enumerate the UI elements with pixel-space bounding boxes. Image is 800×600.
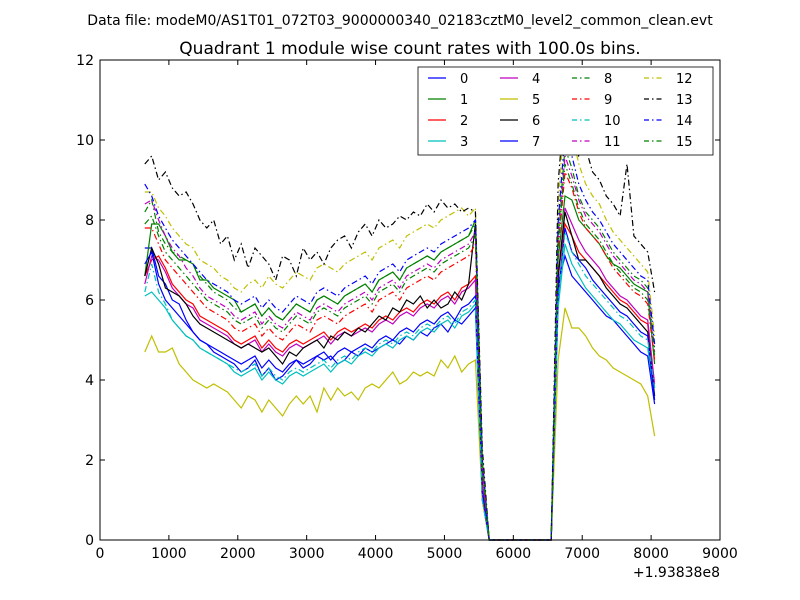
series-line-12 — [144, 103, 656, 541]
x-tick-label: 6000 — [496, 546, 532, 562]
legend-label-14: 14 — [676, 114, 693, 129]
legend-label-8: 8 — [604, 72, 612, 87]
x-tick-label: 0 — [96, 546, 105, 562]
legend-label-6: 6 — [532, 114, 540, 129]
y-tick-label: 8 — [85, 213, 94, 229]
legend-label-0: 0 — [460, 72, 468, 87]
series-line-10 — [144, 231, 656, 541]
x-tick-label: 4000 — [358, 546, 394, 562]
legend-label-5: 5 — [532, 93, 540, 108]
x-tick-label: 5000 — [427, 546, 463, 562]
x-tick-label: 1000 — [151, 546, 187, 562]
chart-title: Quadrant 1 module wise count rates with … — [179, 39, 640, 59]
legend-label-4: 4 — [532, 72, 540, 87]
series-line-7 — [144, 227, 656, 541]
x-tick-label: 7000 — [564, 546, 600, 562]
y-tick-label: 12 — [76, 53, 94, 69]
y-tick-label: 6 — [85, 293, 94, 309]
x-tick-label: 2000 — [220, 546, 256, 562]
x-tick-label: 9000 — [702, 546, 738, 562]
legend-label-12: 12 — [676, 72, 693, 87]
legend-label-1: 1 — [460, 93, 468, 108]
legend-label-9: 9 — [604, 93, 612, 108]
series-line-0 — [144, 247, 656, 541]
y-tick-label: 4 — [85, 373, 94, 389]
x-tick-label: 3000 — [289, 546, 325, 562]
series-layer — [144, 95, 656, 541]
y-tick-label: 0 — [85, 533, 94, 549]
series-line-9 — [144, 171, 656, 541]
x-axis: 0 1000 2000 3000 4000 5000 6000 7000 8000 9000 — [96, 60, 738, 562]
x-tick-label: 8000 — [633, 546, 669, 562]
series-line-8 — [144, 147, 656, 541]
series-line-11 — [144, 155, 656, 541]
legend-label-11: 11 — [604, 135, 621, 150]
series-line-15 — [144, 163, 656, 541]
suptitle: Data file: modeM0/AS1T01_072T03_90000003… — [87, 13, 713, 29]
legend-label-10: 10 — [604, 114, 621, 129]
series-line-14 — [144, 131, 656, 541]
legend-label-7: 7 — [532, 135, 540, 150]
legend-label-3: 3 — [460, 135, 468, 150]
legend-label-13: 13 — [676, 93, 693, 108]
series-line-13 — [144, 95, 656, 541]
legend-label-2: 2 — [460, 114, 468, 129]
series-line-5 — [144, 307, 656, 541]
series-line-2 — [144, 222, 656, 541]
y-tick-label: 10 — [76, 133, 94, 149]
y-tick-label: 2 — [85, 453, 94, 469]
legend-label-15: 15 — [676, 135, 693, 150]
series-line-4 — [144, 207, 656, 541]
x-offset-label: +1.93838e8 — [633, 565, 720, 581]
legend-frame — [417, 66, 714, 156]
